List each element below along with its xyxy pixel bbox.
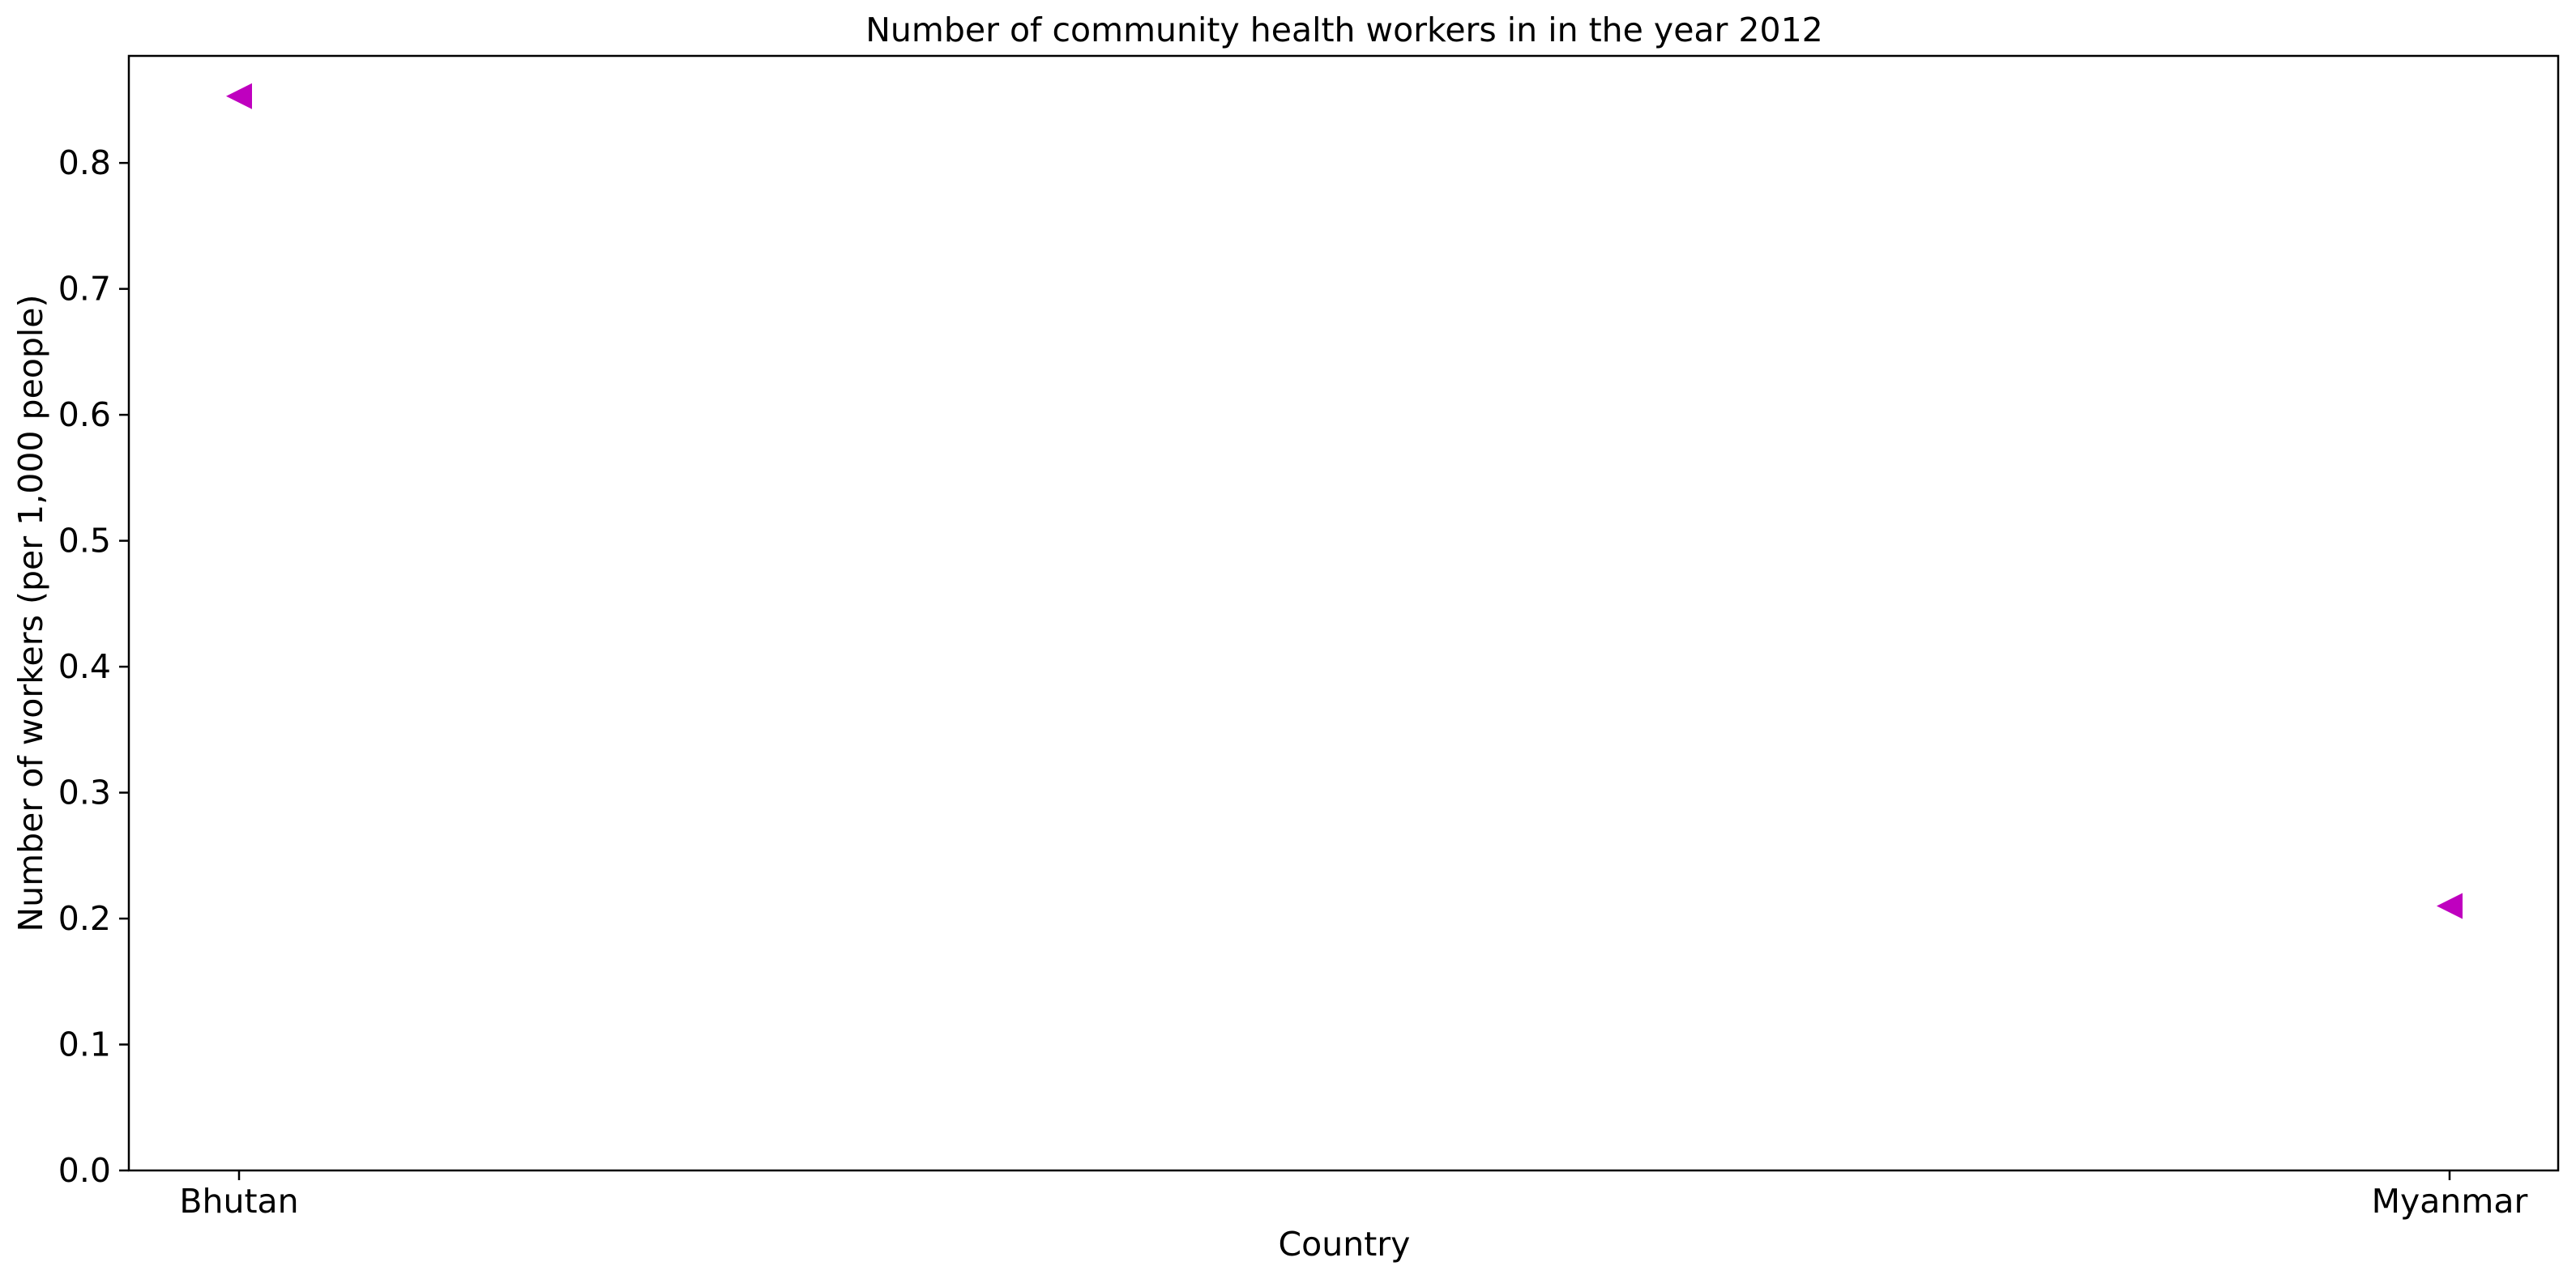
y-tick-label: 0.4 [58,647,111,686]
y-tick-label: 0.2 [58,899,111,938]
y-tick-label: 0.0 [58,1151,111,1190]
x-tick-label: Myanmar [2372,1182,2528,1221]
y-tick-label: 0.7 [58,270,111,309]
data-point-marker [2437,893,2463,919]
y-tick-label: 0.3 [58,774,111,812]
x-tick-label: Bhutan [179,1182,298,1221]
y-axis-label: Number of workers (per 1,000 people) [11,294,50,932]
y-axis: 0.0 0.1 0.2 0.3 0.4 0.5 0.6 0.7 0.8 [58,143,129,1190]
y-tick-label: 0.5 [58,522,111,561]
x-axis-label: Country [1279,1225,1411,1264]
data-point-marker [226,83,252,109]
chart-title: Number of community health workers in in… [865,11,1823,49]
data-points [226,83,2463,919]
y-tick-label: 0.1 [58,1025,111,1064]
plot-area-frame [127,54,2560,1172]
y-tick-label: 0.6 [58,395,111,434]
y-tick-label: 0.8 [58,143,111,182]
x-axis: Bhutan Myanmar [179,1170,2527,1221]
